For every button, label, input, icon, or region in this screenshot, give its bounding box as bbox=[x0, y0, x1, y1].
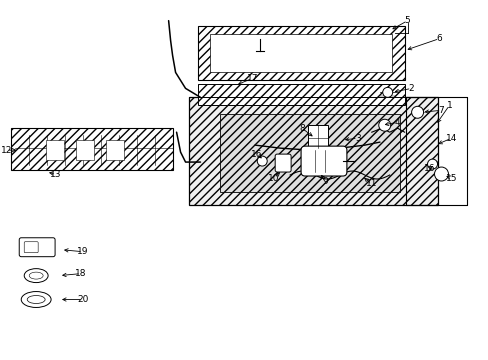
Text: 2: 2 bbox=[408, 84, 414, 93]
Text: 8: 8 bbox=[299, 124, 305, 133]
FancyBboxPatch shape bbox=[106, 140, 123, 160]
FancyBboxPatch shape bbox=[19, 238, 55, 257]
Text: 3: 3 bbox=[354, 134, 360, 143]
Text: 11: 11 bbox=[366, 180, 377, 189]
Text: 16: 16 bbox=[423, 163, 434, 172]
FancyBboxPatch shape bbox=[76, 140, 94, 160]
Text: 12: 12 bbox=[0, 146, 12, 155]
FancyBboxPatch shape bbox=[46, 140, 64, 160]
FancyBboxPatch shape bbox=[220, 114, 399, 192]
Polygon shape bbox=[198, 26, 404, 80]
Circle shape bbox=[378, 119, 390, 131]
Polygon shape bbox=[210, 33, 391, 72]
FancyBboxPatch shape bbox=[301, 146, 346, 176]
Ellipse shape bbox=[29, 272, 43, 279]
Text: 6: 6 bbox=[436, 34, 442, 43]
FancyBboxPatch shape bbox=[188, 97, 437, 205]
Ellipse shape bbox=[21, 292, 51, 307]
FancyBboxPatch shape bbox=[24, 242, 38, 253]
FancyBboxPatch shape bbox=[275, 154, 290, 172]
Circle shape bbox=[434, 167, 447, 181]
Text: 13: 13 bbox=[50, 170, 61, 179]
Text: 4: 4 bbox=[394, 118, 400, 127]
Text: 1: 1 bbox=[446, 101, 451, 110]
Polygon shape bbox=[307, 125, 327, 148]
FancyBboxPatch shape bbox=[11, 128, 172, 170]
Polygon shape bbox=[198, 84, 404, 105]
Circle shape bbox=[411, 106, 423, 118]
Text: 20: 20 bbox=[77, 295, 88, 304]
Circle shape bbox=[427, 159, 437, 169]
Text: 10: 10 bbox=[268, 174, 279, 183]
Circle shape bbox=[257, 156, 266, 166]
Text: 15: 15 bbox=[445, 174, 456, 183]
Text: 7: 7 bbox=[438, 106, 444, 115]
Text: 9: 9 bbox=[322, 177, 327, 186]
Text: 18: 18 bbox=[75, 269, 86, 278]
Text: 5: 5 bbox=[404, 16, 409, 25]
Ellipse shape bbox=[27, 296, 45, 303]
Text: 19: 19 bbox=[77, 247, 88, 256]
Circle shape bbox=[382, 87, 392, 97]
Ellipse shape bbox=[24, 269, 48, 283]
Text: 16: 16 bbox=[250, 150, 262, 159]
Text: 14: 14 bbox=[445, 134, 456, 143]
Text: 17: 17 bbox=[246, 74, 258, 83]
Polygon shape bbox=[212, 36, 389, 71]
